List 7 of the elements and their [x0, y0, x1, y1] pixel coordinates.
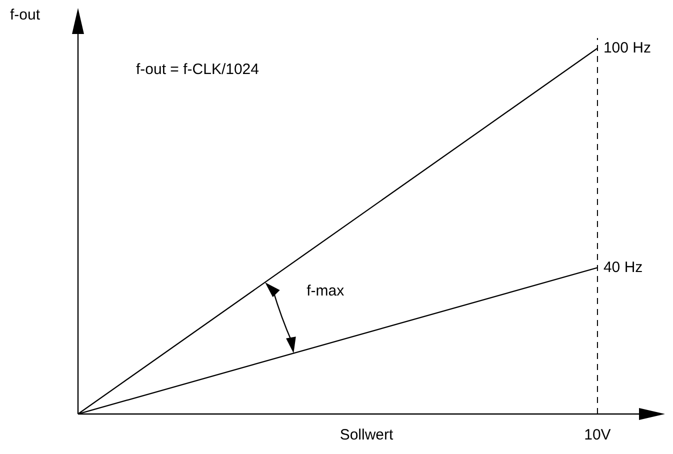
x-axis-title: Sollwert — [340, 426, 394, 444]
annotation: f-max — [306, 282, 345, 300]
y-axis-title: f-out — [10, 6, 41, 24]
annotation: 100 Hz — [603, 39, 651, 56]
text: 10V — [584, 426, 611, 444]
annotation: 40 Hz — [603, 258, 643, 276]
annotation: f-out = f-CLK/1024 — [136, 61, 259, 78]
